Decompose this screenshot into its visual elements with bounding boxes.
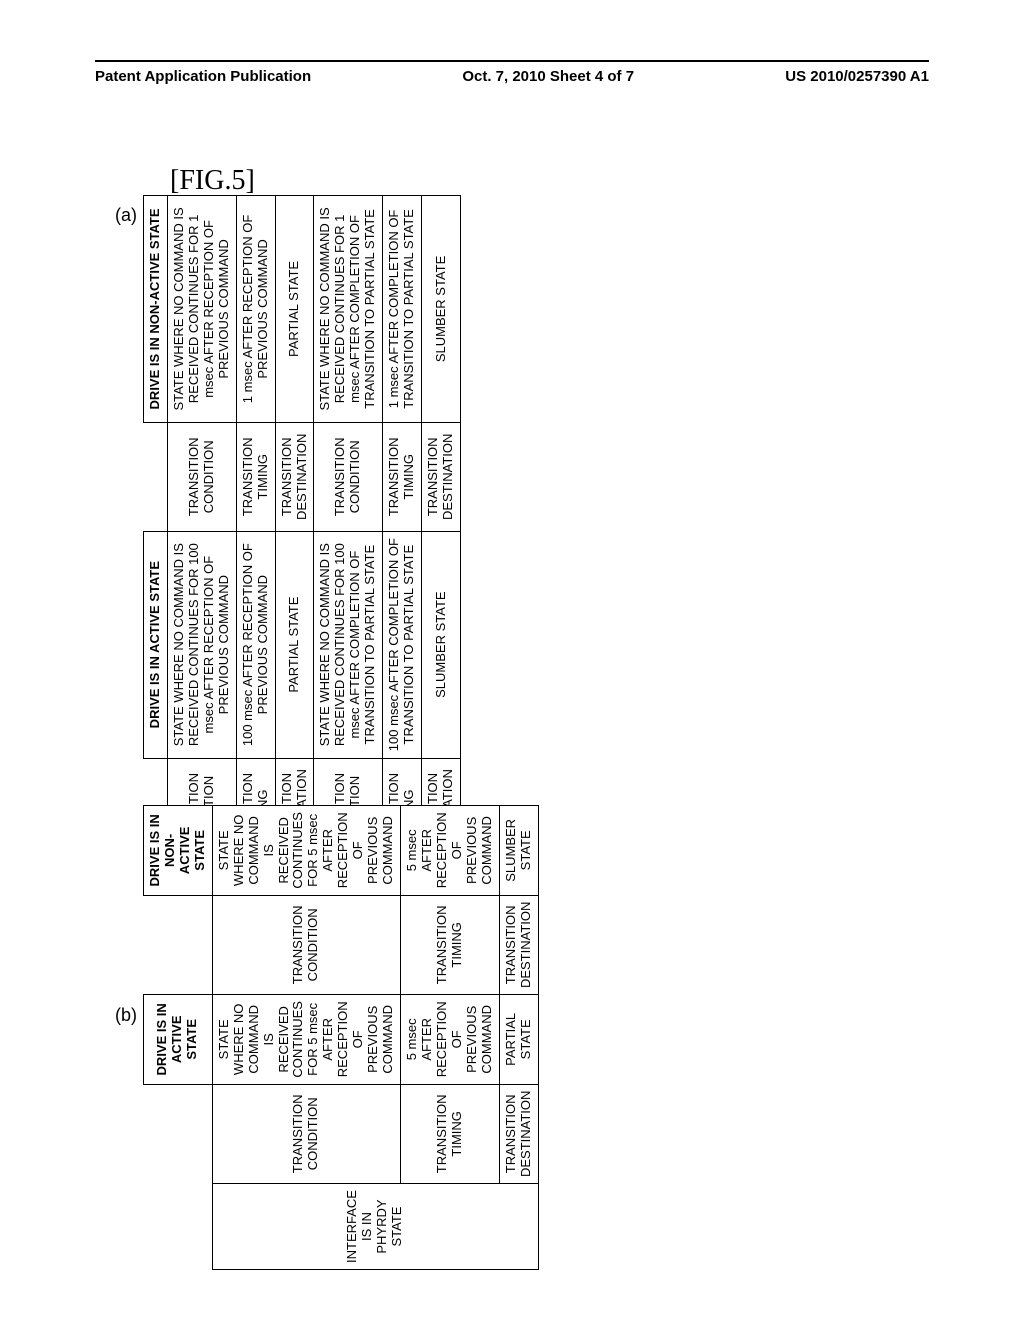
row-attr: TRANSITION TIMING	[236, 422, 275, 531]
row-attr: TRANSITION TIMING	[401, 895, 500, 994]
row-attr: TRANSITION DESTINATION	[275, 422, 314, 531]
cell: STATE WHERE NO COMMAND IS RECEIVED CONTI…	[167, 196, 236, 423]
col-header-nonactive: DRIVE IS IN NON-ACTIVE STATE	[144, 806, 213, 896]
cell: 100 msec AFTER COMPLETION OF TRANSITION …	[383, 531, 422, 758]
cell: SLUMBER STATE	[499, 806, 538, 896]
cell: 5 msec AFTER RECEPTION OF PREVIOUS COMMA…	[401, 995, 500, 1085]
sublabel-b: (b)	[115, 1005, 137, 1026]
cell: PARTIAL STATE	[275, 196, 314, 423]
cell: STATE WHERE NO COMMAND IS RECEIVED CONTI…	[212, 995, 400, 1085]
row-attr: TRANSITION TIMING	[383, 422, 422, 531]
row-state-phyrdy: INTERFACE IS IN PHYRDY STATE	[212, 1184, 538, 1270]
row-attr: TRANSITION DESTINATION	[499, 895, 538, 994]
row-attr: TRANSITION TIMING	[401, 1084, 500, 1183]
cell: 100 msec AFTER RECEPTION OF PREVIOUS COM…	[236, 531, 275, 758]
cell: 1 msec AFTER RECEPTION OF PREVIOUS COMMA…	[236, 196, 275, 423]
col-header-nonactive: DRIVE IS IN NON-ACTIVE STATE	[144, 196, 168, 423]
page-header: Patent Application Publication Oct. 7, 2…	[95, 60, 929, 85]
table-b: DRIVE IS IN ACTIVE STATE DRIVE IS IN NON…	[143, 805, 539, 1270]
cell: SLUMBER STATE	[422, 531, 461, 758]
cell: STATE WHERE NO COMMAND IS RECEIVED CONTI…	[314, 531, 383, 758]
col-header-active: DRIVE IS IN ACTIVE STATE	[144, 995, 213, 1085]
row-attr: TRANSITION CONDITION	[212, 895, 400, 994]
header-center: Oct. 7, 2010 Sheet 4 of 7	[462, 68, 634, 85]
header-left: Patent Application Publication	[95, 68, 311, 85]
page: Patent Application Publication Oct. 7, 2…	[0, 0, 1024, 1320]
cell: PARTIAL STATE	[275, 531, 314, 758]
table-row: DRIVE IS IN ACTIVE STATE DRIVE IS IN NON…	[144, 806, 213, 1270]
cell: PARTIAL STATE	[499, 995, 538, 1085]
row-attr: TRANSITION CONDITION	[212, 1084, 400, 1183]
table-b-wrap: DRIVE IS IN ACTIVE STATE DRIVE IS IN NON…	[143, 805, 539, 1270]
header-right: US 2010/0257390 A1	[785, 68, 929, 85]
col-header-active: DRIVE IS IN ACTIVE STATE	[144, 531, 168, 758]
cell: 1 msec AFTER COMPLETION OF TRANSITION TO…	[383, 196, 422, 423]
table-row: INTERFACE IS IN PHYRDY STATE TRANSITION …	[212, 806, 400, 1270]
row-attr: TRANSITION CONDITION	[314, 422, 383, 531]
row-attr: TRANSITION DESTINATION	[499, 1084, 538, 1183]
sublabel-a: (a)	[115, 205, 137, 226]
cell: 5 msec AFTER RECEPTION OF PREVIOUS COMMA…	[401, 806, 500, 896]
row-attr: TRANSITION CONDITION	[167, 422, 236, 531]
cell: STATE WHERE NO COMMAND IS RECEIVED CONTI…	[314, 196, 383, 423]
figure-label: [FIG.5]	[170, 165, 255, 197]
cell: STATE WHERE NO COMMAND IS RECEIVED CONTI…	[167, 531, 236, 758]
cell: STATE WHERE NO COMMAND IS RECEIVED CONTI…	[212, 806, 400, 896]
cell: SLUMBER STATE	[422, 196, 461, 423]
row-attr: TRANSITION DESTINATION	[422, 422, 461, 531]
